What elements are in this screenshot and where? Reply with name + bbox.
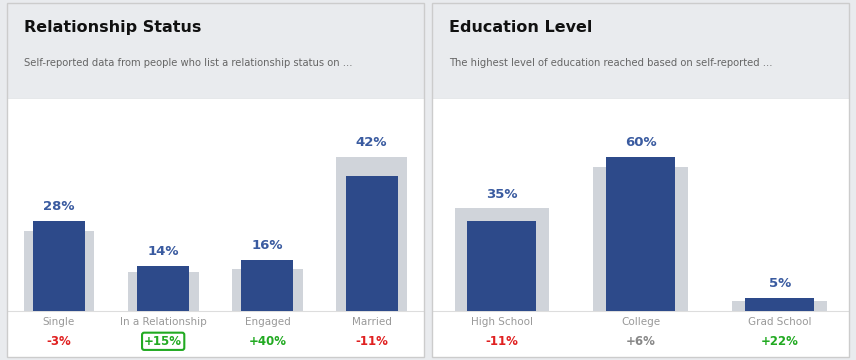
Bar	[336, 157, 407, 311]
Text: Engaged: Engaged	[245, 317, 290, 327]
Text: +6%: +6%	[626, 335, 656, 348]
Bar	[733, 301, 827, 311]
Text: Married: Married	[352, 317, 391, 327]
Bar	[606, 157, 675, 311]
Bar	[593, 167, 688, 311]
Text: +22%: +22%	[761, 335, 799, 348]
Text: Grad School: Grad School	[748, 317, 811, 327]
Bar	[33, 221, 85, 311]
Bar	[137, 266, 189, 311]
Text: 60%: 60%	[625, 136, 657, 149]
Text: In a Relationship: In a Relationship	[120, 317, 206, 327]
Text: College: College	[621, 317, 660, 327]
Bar	[241, 260, 294, 311]
Bar	[23, 231, 94, 311]
Bar	[346, 176, 398, 311]
Text: The highest level of education reached based on self-reported ...: The highest level of education reached b…	[449, 58, 772, 68]
Text: High School: High School	[471, 317, 532, 327]
Text: +40%: +40%	[248, 335, 287, 348]
Text: -11%: -11%	[485, 335, 518, 348]
Bar	[467, 221, 537, 311]
Text: 5%: 5%	[769, 278, 791, 291]
Bar	[455, 208, 549, 311]
Text: +15%: +15%	[144, 335, 182, 348]
Text: Single: Single	[43, 317, 75, 327]
Text: Education Level: Education Level	[449, 20, 592, 35]
Bar	[232, 269, 303, 311]
Text: Self-reported data from people who list a relationship status on ...: Self-reported data from people who list …	[23, 58, 352, 68]
Text: 42%: 42%	[356, 136, 388, 149]
Text: 28%: 28%	[43, 201, 74, 213]
Text: 14%: 14%	[147, 246, 179, 258]
Text: 35%: 35%	[486, 188, 518, 201]
Bar	[745, 298, 814, 311]
Text: -3%: -3%	[46, 335, 71, 348]
Text: 16%: 16%	[252, 239, 283, 252]
Bar	[128, 273, 199, 311]
Text: -11%: -11%	[355, 335, 388, 348]
Text: Relationship Status: Relationship Status	[23, 20, 201, 35]
